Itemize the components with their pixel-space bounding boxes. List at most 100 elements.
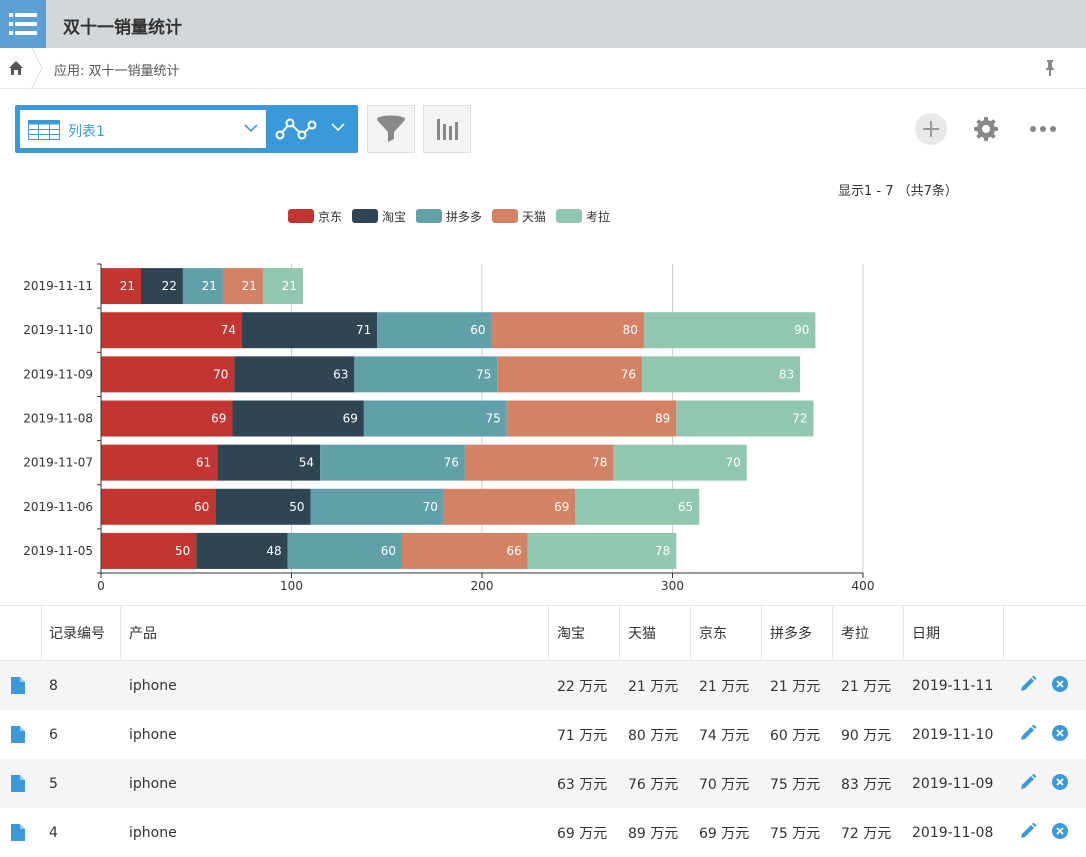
- product: iphone: [129, 726, 177, 743]
- column-header[interactable]: 日期: [912, 626, 940, 642]
- bar[interactable]: [310, 488, 444, 525]
- bar[interactable]: [527, 532, 677, 569]
- document-icon[interactable]: [11, 726, 25, 743]
- bar[interactable]: [491, 312, 644, 349]
- document-icon[interactable]: [11, 677, 25, 694]
- bar[interactable]: [642, 356, 801, 393]
- bar[interactable]: [676, 400, 814, 437]
- bar[interactable]: [215, 488, 311, 525]
- column-header[interactable]: 考拉: [841, 626, 869, 642]
- bar[interactable]: [320, 444, 465, 481]
- legend-swatch: [556, 209, 582, 223]
- column-header[interactable]: 记录编号: [49, 626, 105, 642]
- bar[interactable]: [101, 400, 233, 437]
- column-header[interactable]: 京东: [699, 626, 727, 642]
- bar[interactable]: [101, 488, 216, 525]
- data-label: 21: [282, 279, 297, 293]
- x-tick-label: 200: [471, 579, 494, 593]
- bar[interactable]: [287, 532, 402, 569]
- line-chart-icon[interactable]: [274, 115, 318, 143]
- bar[interactable]: [613, 444, 747, 481]
- delete-icon[interactable]: [1051, 675, 1069, 693]
- column-header[interactable]: 拼多多: [770, 626, 812, 642]
- pdd-value: 21 万元: [770, 678, 821, 695]
- bar[interactable]: [443, 488, 576, 525]
- y-tick-label: 2019-11-08: [23, 412, 93, 426]
- delete-icon[interactable]: [1051, 773, 1069, 791]
- bar[interactable]: [377, 312, 492, 349]
- edit-icon[interactable]: [1019, 724, 1037, 742]
- bar[interactable]: [241, 312, 378, 349]
- document-icon[interactable]: [11, 775, 25, 792]
- bar[interactable]: [101, 312, 242, 349]
- filter-button[interactable]: [367, 105, 415, 153]
- delete-icon[interactable]: [1051, 724, 1069, 742]
- chart-type-chevron-down-icon[interactable]: [331, 123, 345, 132]
- legend-swatch: [352, 209, 378, 223]
- bar[interactable]: [101, 444, 218, 481]
- bar[interactable]: [262, 268, 303, 305]
- bar[interactable]: [232, 400, 364, 437]
- data-label: 63: [333, 367, 348, 381]
- data-label: 48: [266, 544, 281, 558]
- app-menu-icon[interactable]: [0, 0, 46, 48]
- bar[interactable]: [101, 268, 142, 305]
- data-label: 71: [356, 323, 371, 337]
- bar[interactable]: [182, 268, 223, 305]
- data-label: 60: [194, 500, 209, 514]
- bar[interactable]: [222, 268, 263, 305]
- table-row[interactable]: 6 iphone 71 万元 80 万元 74 万元 60 万元 90 万元 2…: [0, 710, 1086, 759]
- bar[interactable]: [464, 444, 614, 481]
- data-label: 89: [655, 412, 670, 426]
- data-label: 21: [202, 279, 217, 293]
- bar[interactable]: [101, 532, 197, 569]
- data-label: 21: [120, 279, 135, 293]
- table-row[interactable]: 5 iphone 63 万元 76 万元 70 万元 75 万元 83 万元 2…: [0, 759, 1086, 808]
- breadcrumb: 应用: 双十一销量统计: [0, 48, 1086, 89]
- taobao-value: 63 万元: [557, 776, 608, 793]
- legend-swatch: [416, 209, 442, 223]
- taobao-value: 69 万元: [557, 825, 608, 842]
- bar[interactable]: [217, 444, 321, 481]
- bar[interactable]: [101, 356, 235, 393]
- bar[interactable]: [575, 488, 700, 525]
- bar[interactable]: [401, 532, 528, 569]
- pin-icon[interactable]: [1042, 59, 1058, 77]
- edit-icon[interactable]: [1019, 675, 1037, 693]
- bar[interactable]: [196, 532, 288, 569]
- bar[interactable]: [643, 312, 816, 349]
- bar[interactable]: [234, 356, 355, 393]
- pdd-value: 75 万元: [770, 776, 821, 793]
- column-header[interactable]: 天猫: [628, 626, 656, 642]
- data-label: 22: [162, 279, 177, 293]
- document-icon[interactable]: [11, 824, 25, 841]
- bar[interactable]: [363, 400, 507, 437]
- date: 2019-11-10: [912, 726, 994, 743]
- view-select[interactable]: 列表1: [20, 110, 266, 148]
- bar[interactable]: [354, 356, 498, 393]
- jd-value: 69 万元: [699, 825, 750, 842]
- record-id: 6: [49, 726, 58, 743]
- column-header[interactable]: 产品: [129, 626, 157, 642]
- gear-icon[interactable]: [972, 115, 1000, 143]
- delete-icon[interactable]: [1051, 822, 1069, 840]
- bar[interactable]: [497, 356, 643, 393]
- bar[interactable]: [141, 268, 183, 305]
- more-icon[interactable]: [1029, 124, 1057, 134]
- home-icon[interactable]: [8, 60, 24, 76]
- data-label: 50: [175, 544, 190, 558]
- add-button[interactable]: [915, 113, 947, 145]
- column-header[interactable]: 淘宝: [557, 626, 585, 642]
- y-tick-label: 2019-11-06: [23, 500, 93, 514]
- edit-icon[interactable]: [1019, 773, 1037, 791]
- x-tick-label: 400: [852, 579, 875, 593]
- breadcrumb-current[interactable]: 应用: 双十一销量统计: [54, 64, 180, 79]
- table-row[interactable]: 4 iphone 69 万元 89 万元 69 万元 75 万元 72 万元 2…: [0, 808, 1086, 857]
- edit-icon[interactable]: [1019, 822, 1037, 840]
- statistics-button[interactable]: [423, 105, 471, 153]
- jd-value: 21 万元: [699, 678, 750, 695]
- x-tick-label: 100: [280, 579, 303, 593]
- bar[interactable]: [506, 400, 677, 437]
- app-title: 双十一销量统计: [63, 18, 182, 38]
- table-row[interactable]: 8 iphone 22 万元 21 万元 21 万元 21 万元 21 万元 2…: [0, 661, 1086, 710]
